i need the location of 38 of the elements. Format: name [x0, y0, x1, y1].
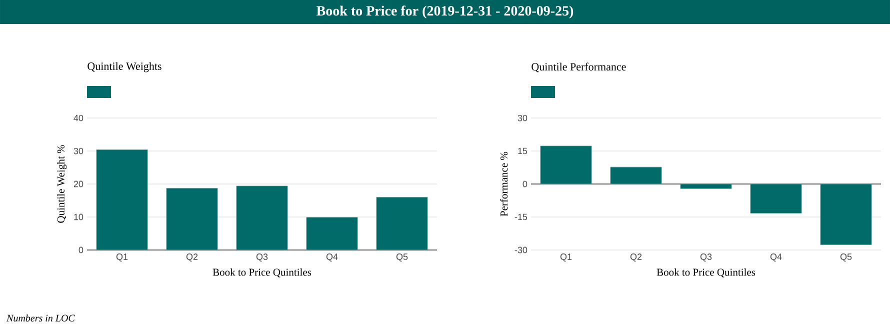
y-tick-label: -15 [514, 214, 528, 220]
bar [96, 149, 148, 250]
x-tick-label: Q5 [396, 254, 408, 262]
bar [680, 184, 732, 189]
x-tick-label: Q2 [186, 254, 198, 262]
bar [166, 188, 218, 250]
y-tick-label: 30 [518, 114, 528, 122]
y-axis-title: Performance % [500, 152, 508, 216]
x-tick-label: Q5 [840, 254, 852, 262]
x-tick-label: Q1 [116, 254, 128, 262]
chart-title: Quintile Weights [88, 62, 162, 72]
y-tick-label: -30 [514, 246, 528, 254]
bar [610, 166, 662, 184]
y-tick-label: 30 [74, 148, 84, 154]
x-tick-label: Q2 [630, 254, 642, 262]
y-axis-title: Quintile Weight % [57, 145, 67, 223]
y-tick-label: 10 [74, 214, 84, 220]
x-tick-label: Q1 [560, 254, 572, 262]
text: Numbers in LOC [6, 314, 75, 322]
x-axis-title: Book to Price Quintiles [212, 268, 312, 278]
chart-title: Quintile Performance [532, 62, 626, 72]
text: Book to Price for (2019-12-31 - 2020-09-25) [316, 6, 574, 18]
y-tick-label: 0 [78, 246, 84, 254]
y-tick-label: 15 [518, 148, 528, 154]
x-tick-label: Q3 [700, 254, 712, 262]
y-tick-label: 40 [74, 114, 84, 122]
bar [750, 184, 802, 214]
x-tick-label: Q3 [256, 254, 268, 262]
bar [236, 186, 288, 250]
y-tick-label: 0 [522, 180, 528, 188]
bar [820, 184, 872, 245]
x-tick-label: Q4 [326, 254, 338, 262]
x-axis-title: Book to Price Quintiles [656, 268, 756, 278]
x-tick-label: Q4 [770, 254, 782, 262]
bar [540, 146, 592, 184]
bar [306, 217, 358, 250]
bar [376, 197, 428, 250]
y-tick-label: 20 [74, 180, 84, 188]
